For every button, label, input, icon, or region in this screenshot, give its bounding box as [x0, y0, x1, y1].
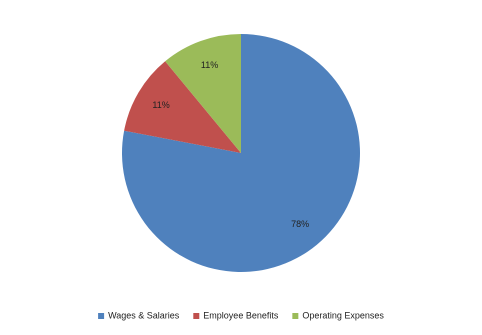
legend-swatch — [193, 313, 200, 319]
pie-slice — [165, 34, 241, 153]
legend-swatch — [98, 313, 105, 319]
legend-swatch — [292, 313, 299, 319]
legend-label: Operating Expenses — [302, 310, 384, 320]
data-label: 11% — [152, 100, 169, 110]
legend-label: Wages & Salaries — [108, 310, 180, 320]
data-label: 78% — [291, 219, 309, 229]
legend-label: Employee Benefits — [203, 310, 279, 320]
pie-slice — [124, 61, 241, 153]
data-label: 11% — [201, 60, 218, 70]
pie-slice — [122, 34, 360, 273]
